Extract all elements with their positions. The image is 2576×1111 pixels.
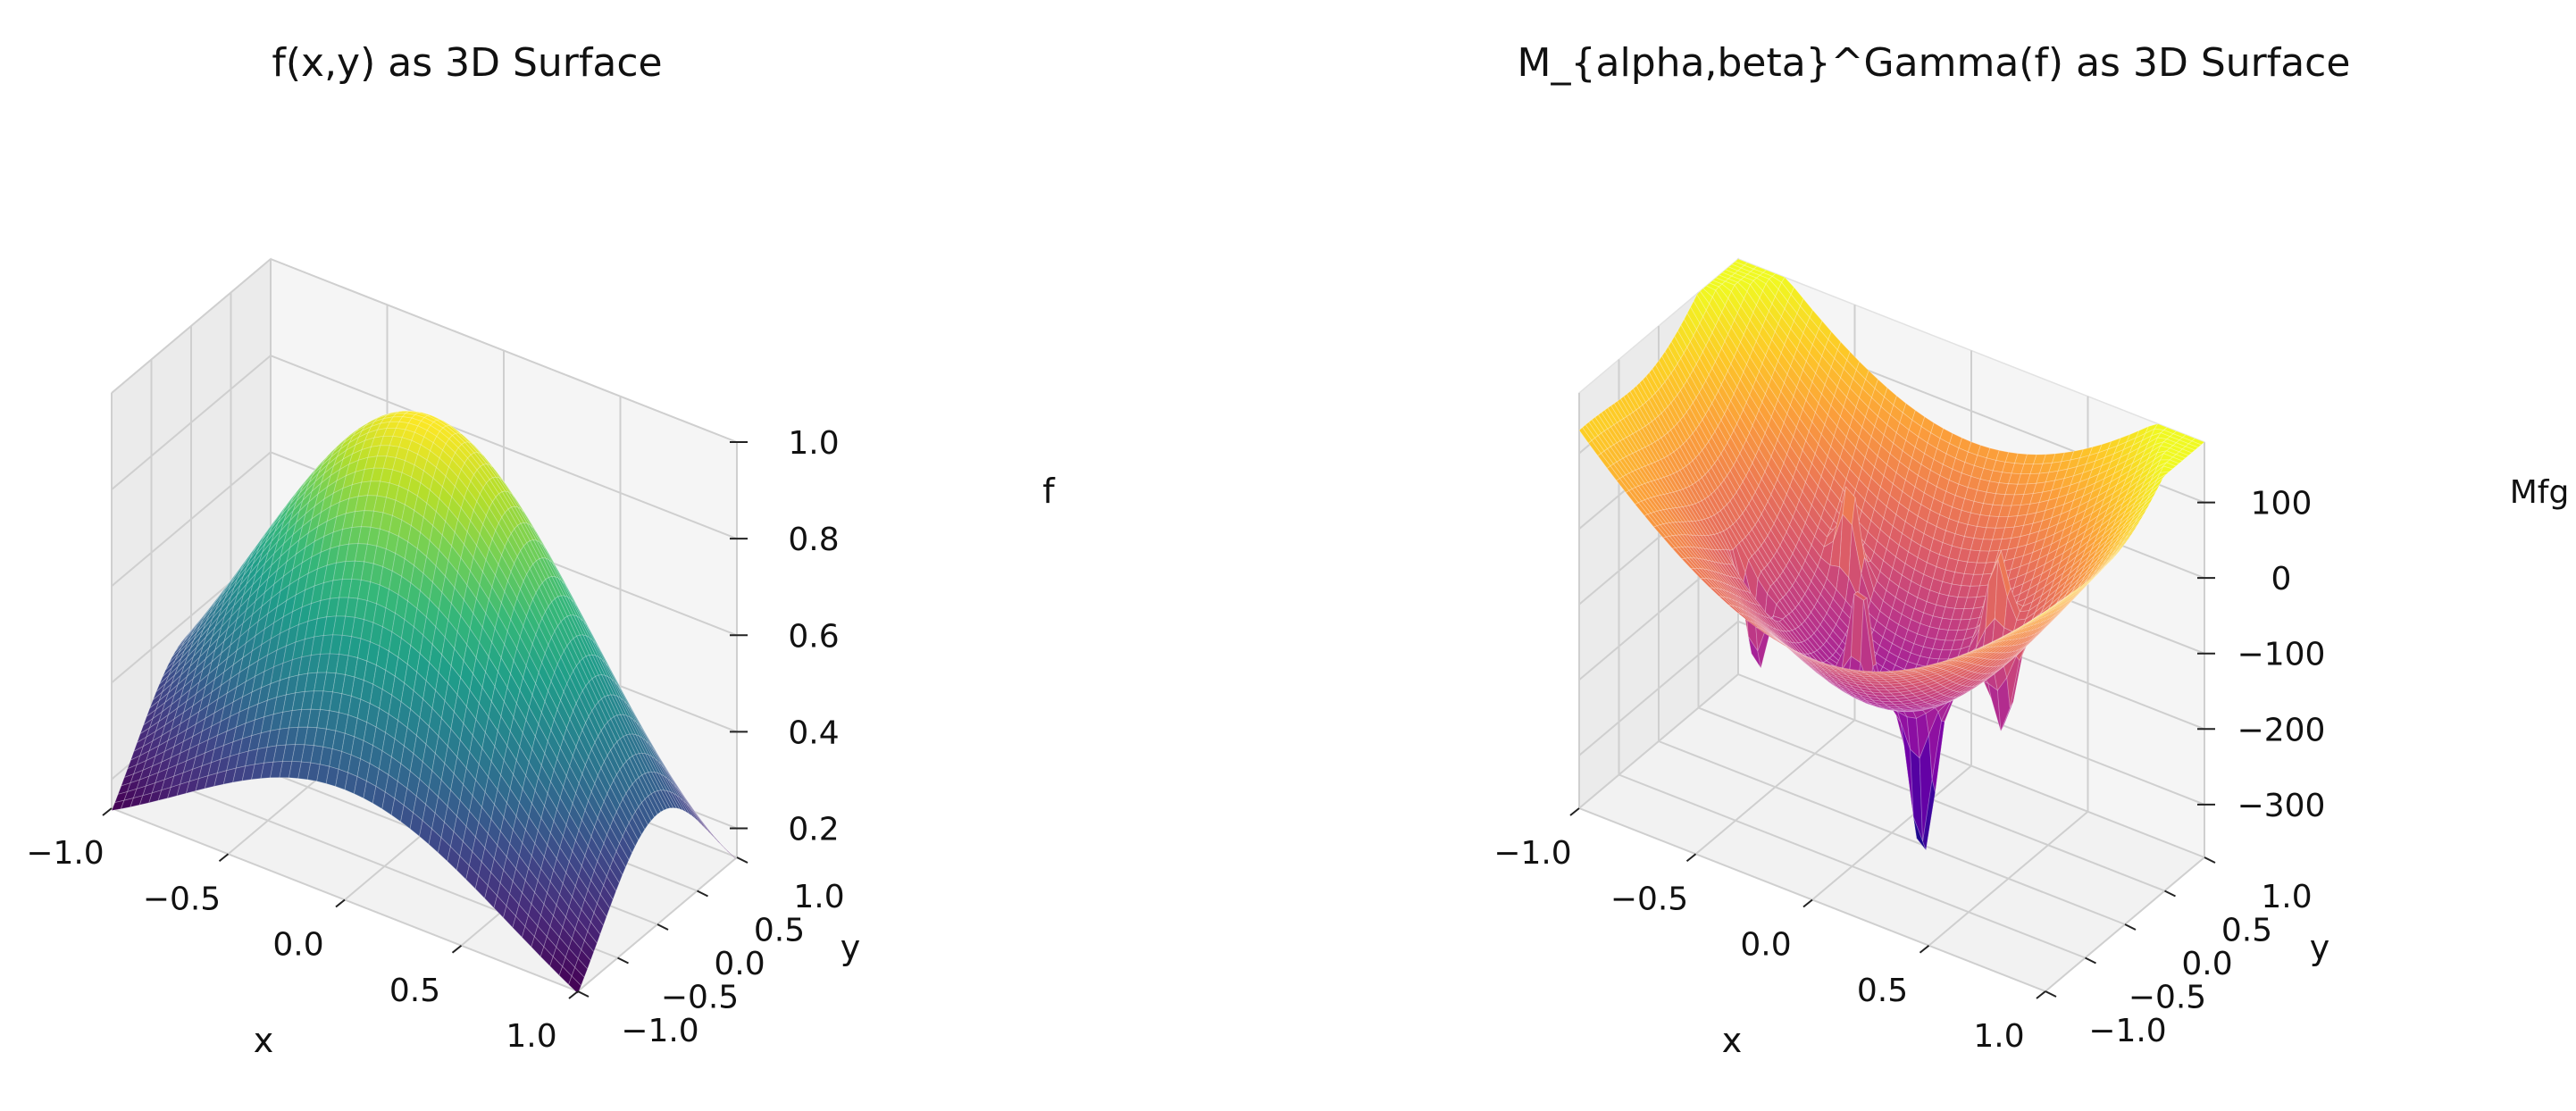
x-tick-label: −0.5 xyxy=(143,881,221,917)
y-tick xyxy=(697,890,708,898)
y-tick-label: 0.0 xyxy=(714,946,765,982)
surface-patch xyxy=(698,817,712,835)
x-tick xyxy=(451,944,463,954)
z-gridline xyxy=(111,355,272,490)
y-tick xyxy=(617,956,629,965)
surface-patch xyxy=(685,803,699,823)
y-tick xyxy=(657,923,669,931)
y-tick xyxy=(577,990,590,998)
x-tick xyxy=(335,898,346,908)
left-surface xyxy=(111,410,738,995)
chart-left-title: f(x,y) as 3D Surface xyxy=(272,40,662,86)
x-tick-label: 0.0 xyxy=(272,927,323,964)
y-tick-label: −1.0 xyxy=(621,1013,698,1049)
z-tick-label: 0.2 xyxy=(788,812,839,848)
z-tick-label: 0.6 xyxy=(788,618,839,655)
x-tick xyxy=(102,807,113,816)
z-tick-label: 1.0 xyxy=(788,425,839,462)
chart-left: f(x,y) as 3D Surface −1.0−0.50.00.51.0 −1… xyxy=(26,40,1056,1060)
z-tick-label: 0.4 xyxy=(788,714,839,751)
left-ylabel: y xyxy=(841,928,861,967)
z-gridline xyxy=(111,258,272,394)
chart-right-title: M_{alpha,beta}^Gamma(f) as 3D Surface xyxy=(1518,40,2351,86)
y-tick-label: 1.0 xyxy=(793,879,844,915)
z-gridline xyxy=(270,258,738,443)
x-tick xyxy=(568,990,579,999)
left-xlabel: x xyxy=(254,1021,274,1060)
z-gridline xyxy=(270,355,738,540)
z-gridline xyxy=(111,451,272,588)
x-tick-label: −1.0 xyxy=(26,835,104,872)
x-tick-label: 1.0 xyxy=(506,1018,556,1055)
left-zlabel: f xyxy=(1042,472,1056,511)
x-tick-label: 0.5 xyxy=(389,973,440,1009)
y-tick-label: −0.5 xyxy=(661,980,739,1016)
surface-patch xyxy=(695,814,709,831)
chart-right: M_{alpha,beta}^Gamma(f) as 3D Surface −1… xyxy=(1493,40,2569,1060)
y-tick xyxy=(736,856,749,864)
surface-patch xyxy=(711,832,725,848)
x-tick xyxy=(218,853,230,863)
z-tick-label: 0.8 xyxy=(788,522,839,558)
y-tick-label: 0.5 xyxy=(754,913,805,949)
